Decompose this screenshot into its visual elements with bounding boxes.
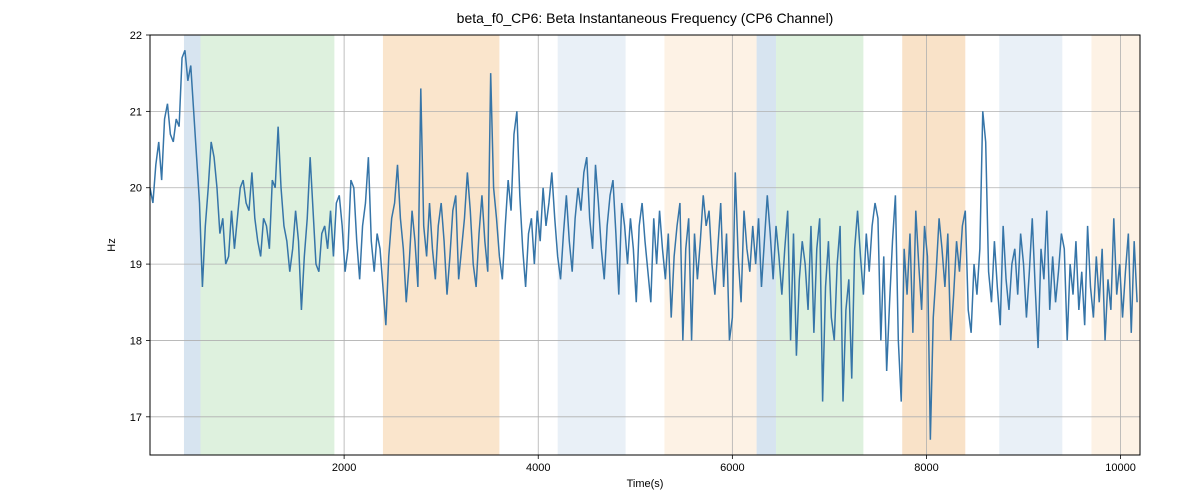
chart-svg: beta_f0_CP6: Beta Instantaneous Frequenc… [0,0,1200,500]
y-axis-label: Hz [106,238,118,251]
x-tick-label: 6000 [720,462,744,474]
x-tick-label: 10000 [1105,462,1136,474]
y-tick-label: 22 [130,30,142,42]
chart-container: beta_f0_CP6: Beta Instantaneous Frequenc… [0,0,1200,500]
y-tick-label: 17 [130,412,142,424]
chart-title: beta_f0_CP6: Beta Instantaneous Frequenc… [457,10,834,26]
shaded-region [1091,35,1140,455]
x-tick-label: 4000 [526,462,550,474]
shaded-region [383,35,499,455]
y-tick-label: 19 [130,259,142,271]
x-tick-label: 8000 [914,462,938,474]
plot-area [150,35,1140,455]
y-tick-label: 18 [130,335,142,347]
y-tick-label: 21 [130,106,142,118]
x-axis-label: Time(s) [627,478,664,490]
y-tick-label: 20 [130,183,142,195]
x-tick-label: 2000 [332,462,356,474]
